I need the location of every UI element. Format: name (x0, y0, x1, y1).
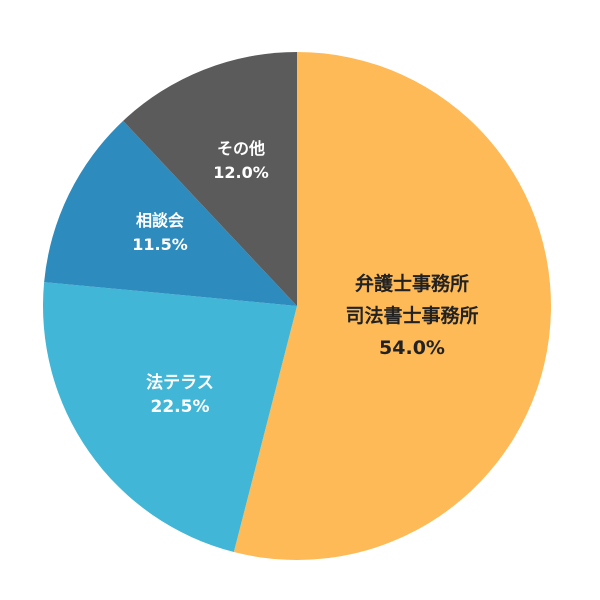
pie-slice (44, 120, 298, 306)
pie-slices (43, 52, 551, 560)
slice-label: その他 12.0% (213, 139, 269, 182)
pie-labels: 弁護士事務所司法書士事務所 54.0% 法テラス 22.5% 相談会 11.5% その他 12… (132, 139, 478, 417)
pie-slice (123, 52, 298, 306)
pie-slice (43, 282, 298, 553)
slice-label: 弁護士事務所司法書士事務所 54.0% (345, 272, 478, 359)
slice-label: 法テラス 22.5% (146, 372, 214, 417)
pie-slice (233, 52, 551, 560)
slice-label: 相談会 11.5% (132, 211, 188, 254)
